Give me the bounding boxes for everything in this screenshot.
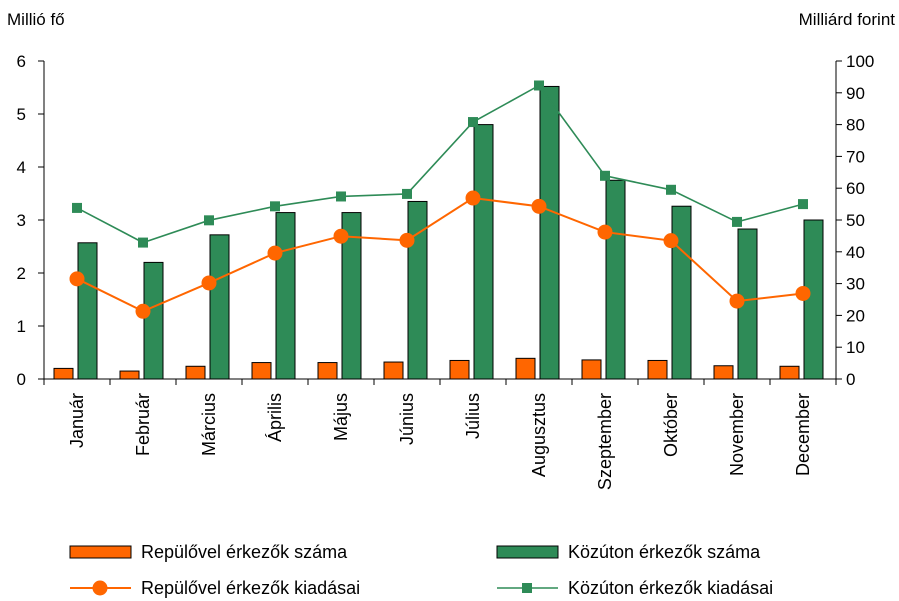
left-tick-label: 4 [17,158,26,177]
x-tick-label: Március [199,393,219,456]
point-road-spending [666,184,676,195]
bar-road-arrivals [671,205,692,380]
point-air-spending [663,233,679,249]
left-tick-label: 1 [17,317,26,336]
left-tick-label: 5 [17,105,26,124]
x-tick-label: Október [661,393,681,457]
right-tick-label: 40 [846,243,865,262]
point-road-spending [534,80,544,91]
point-air-spending [729,293,745,309]
legend-marker-road-spending [522,583,532,593]
bar-air-arrivals [119,370,140,380]
x-tick-label: Július [463,393,483,439]
x-tick-label: Augusztus [529,393,549,477]
bar-road-arrivals [407,200,428,380]
point-road-spending [336,191,346,202]
right-tick-label: 50 [846,211,865,230]
point-air-spending [333,228,349,244]
point-air-spending [531,198,547,214]
point-road-spending [204,215,214,226]
bar-air-arrivals [515,357,536,380]
left-tick-label: 2 [17,264,26,283]
legend-swatch-air-arrivals [69,545,132,559]
legend: Repülővel érkezők száma Közúton érkezők s… [69,542,773,598]
point-air-spending [795,285,811,301]
point-air-spending [135,303,151,319]
point-air-spending [201,275,217,291]
bar-air-arrivals [317,362,338,380]
point-road-spending [600,170,610,181]
point-air-spending [465,190,481,206]
x-tick-label: Szeptember [595,393,615,490]
bars [53,85,824,380]
bar-road-arrivals [473,124,494,380]
line-air-spending [76,197,804,313]
bar-road-arrivals [143,261,164,380]
right-tick-label: 90 [846,84,865,103]
legend-label: Repülővel érkezők száma [141,542,348,562]
bar-air-arrivals [713,365,734,380]
point-road-spending [468,117,478,128]
legend-label: Közúton érkezők kiadásai [568,578,773,598]
x-tick-label: Június [397,393,417,445]
bar-air-arrivals [53,367,74,380]
point-road-spending [402,188,412,199]
bar-air-arrivals [647,359,668,380]
point-air-spending [399,232,415,248]
bar-air-arrivals [185,365,206,380]
lines [69,80,811,319]
left-axis-title: Millió fő [7,10,65,29]
x-tick-label: Május [331,393,351,441]
bar-road-arrivals [275,212,296,380]
right-tick-label: 0 [846,370,855,389]
legend-label: Közúton érkezők száma [568,542,761,562]
x-tick-label: Február [133,393,153,456]
x-tick-label: December [793,393,813,476]
x-tick-label: Április [265,393,285,442]
right-axis-title: Milliárd forint [799,10,896,29]
line-road-spending [76,84,804,244]
legend-swatch-road-arrivals [496,545,559,559]
x-tick-label: November [727,393,747,476]
left-tick-label: 3 [17,211,26,230]
right-tick-label: 20 [846,306,865,325]
right-tick-label: 10 [846,338,865,357]
point-road-spending [72,202,82,213]
point-road-spending [270,201,280,212]
bar-air-arrivals [779,365,800,380]
bar-road-arrivals [209,234,230,380]
bar-road-arrivals [341,212,362,380]
bar-air-arrivals [251,362,272,380]
left-tick-label: 6 [17,52,26,71]
legend-marker-air-spending [92,580,108,596]
bar-air-arrivals [581,359,602,380]
point-air-spending [597,224,613,240]
point-air-spending [69,271,85,287]
bar-road-arrivals [605,179,626,380]
bar-road-arrivals [539,85,560,380]
bar-air-arrivals [383,361,404,380]
bar-road-arrivals [77,242,98,380]
left-tick-label: 0 [17,370,26,389]
right-tick-label: 80 [846,116,865,135]
x-tick-labels: Január Február Március Április Május Június Jú… [67,393,813,490]
point-air-spending [267,245,283,261]
right-tick-label: 60 [846,179,865,198]
point-road-spending [732,216,742,227]
x-tick-label: Január [67,393,87,448]
bar-air-arrivals [449,359,470,380]
point-road-spending [138,237,148,248]
right-tick-label: 70 [846,147,865,166]
legend-label: Repülővel érkezők kiadásai [141,578,360,598]
right-tick-label: 100 [846,52,874,71]
right-tick-label: 30 [846,275,865,294]
point-road-spending [798,199,808,210]
